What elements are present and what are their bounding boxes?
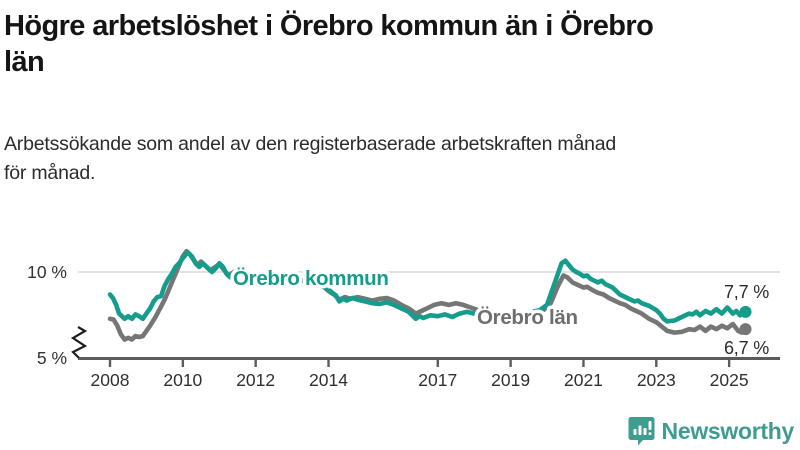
subtitle-line-1: Arbetssökande som andel av den registerb… <box>4 133 617 155</box>
x-tick-label: 2017 <box>418 370 457 390</box>
page-title: Högre arbetslöshet i Örebro kommun än i … <box>4 8 794 80</box>
y-axis-break-icon <box>70 326 88 359</box>
x-axis-ticks: 2008 2010 2012 2014 2017 2019 2021 2023 2025 <box>91 358 749 390</box>
x-tick-label: 2025 <box>710 370 749 390</box>
series-label-orebro-kommun: Örebro kommun <box>233 267 389 290</box>
series-paths <box>107 248 748 342</box>
end-value-orebro-lan: 6,7 % <box>724 338 769 358</box>
chart-subtitle: Arbetssökande som andel av den registerb… <box>4 130 794 188</box>
x-tick-label: 2008 <box>91 370 130 390</box>
x-tick-label: 2010 <box>163 370 202 390</box>
x-tick-label: 2021 <box>564 370 603 390</box>
x-tick-label: 2012 <box>236 370 275 390</box>
x-tick-label: 2014 <box>309 370 348 390</box>
end-dot-orebro-kommun <box>739 305 752 318</box>
end-value-orebro-kommun: 7,7 % <box>724 282 769 302</box>
newsworthy-logo-text: Newsworthy <box>661 417 795 444</box>
title-line-2: län <box>4 46 45 78</box>
y-tick-label-5: 5 % <box>37 348 67 368</box>
title-line-1: Högre arbetslöshet i Örebro kommun än i … <box>4 10 654 42</box>
series-line-orebro-kommun <box>107 250 748 324</box>
x-tick-label: 2023 <box>637 370 676 390</box>
line-chart: 2008 2010 2012 2014 2017 2019 2021 2023 2025 10 … <box>27 248 780 390</box>
newsworthy-bar-chart-bubble-icon <box>628 417 655 446</box>
series-label-orebro-lan: Örebro län <box>477 306 578 329</box>
subtitle-line-2: för månad. <box>4 162 96 184</box>
newsworthy-logo: Newsworthy <box>628 416 794 446</box>
end-dot-orebro-lan <box>739 323 752 336</box>
x-tick-label: 2019 <box>491 370 530 390</box>
y-tick-label-10: 10 % <box>27 262 67 282</box>
